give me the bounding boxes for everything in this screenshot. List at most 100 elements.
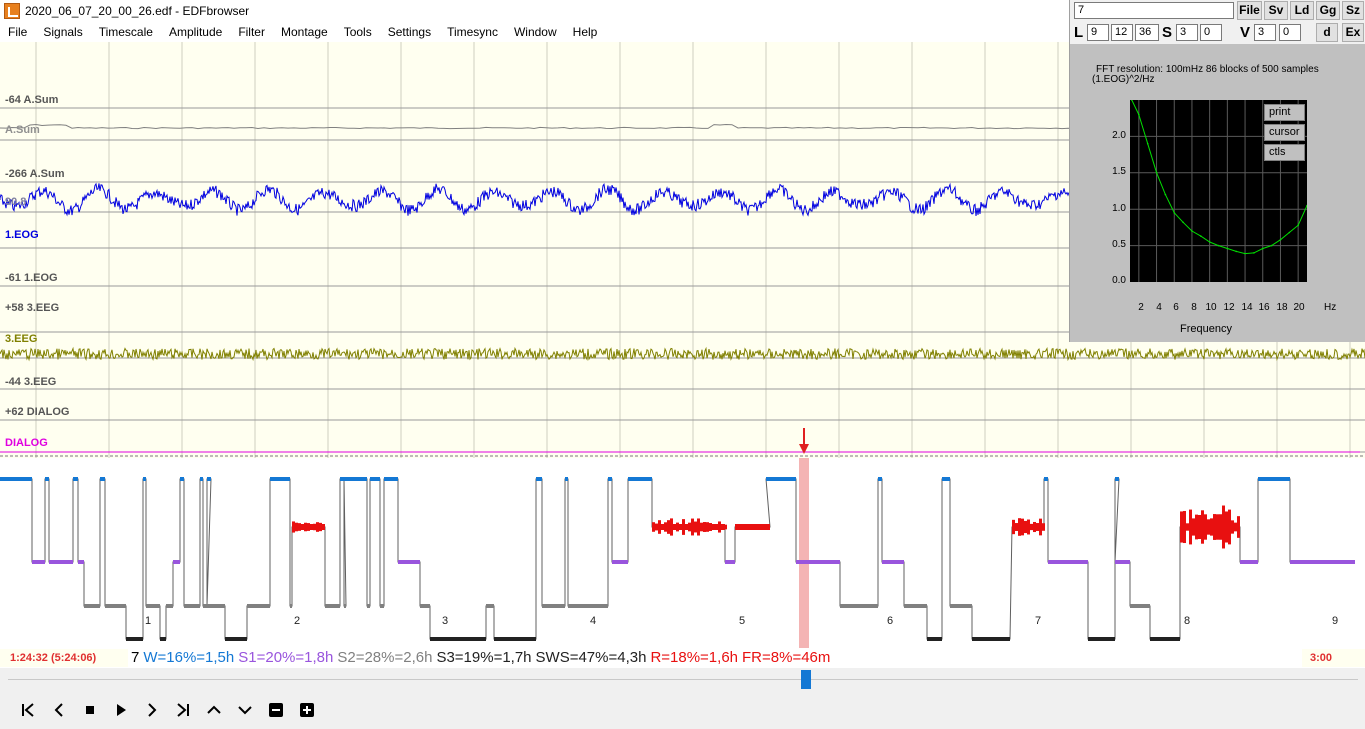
- stage-bar-s1: [78, 560, 84, 564]
- load-button[interactable]: Ld: [1290, 1, 1314, 20]
- rem-density-bar: [1195, 514, 1198, 540]
- scroll-down-button[interactable]: [229, 694, 260, 725]
- fft-power-point: [1173, 212, 1176, 214]
- l-value-2[interactable]: 12: [1111, 24, 1133, 41]
- hypnogram[interactable]: 1 2 3 4 5 6 7 8 9: [0, 458, 1365, 648]
- rem-density-bar: [715, 524, 718, 530]
- x-tick-2: 2: [1138, 302, 1144, 313]
- zoom-out-button[interactable]: [260, 694, 291, 725]
- asum-label[interactable]: A.Sum: [5, 124, 40, 136]
- rem-density-bar: [295, 522, 298, 532]
- fft-power-point: [1146, 142, 1149, 145]
- next-button[interactable]: [136, 694, 167, 725]
- stats-wake: W=16%=1,5h: [143, 649, 235, 666]
- x-unit-label: Hz: [1324, 302, 1337, 313]
- l-value-1[interactable]: 9: [1087, 24, 1109, 41]
- fft-power-point: [1244, 252, 1246, 255]
- previous-button[interactable]: [43, 694, 74, 725]
- stage-bar-s2: [367, 604, 370, 608]
- rem-density-bar: [1012, 519, 1015, 535]
- fft-power-point: [1235, 250, 1237, 253]
- rem-density-bar: [292, 521, 295, 533]
- stage-bar-s2: [486, 604, 494, 608]
- stage-bar-s2: [420, 604, 430, 608]
- dialog-label[interactable]: DIALOG: [5, 437, 48, 449]
- rem-density-bar: [676, 522, 679, 532]
- stage-bar-w: [628, 477, 652, 481]
- search-input[interactable]: 7: [1074, 2, 1234, 19]
- stage-bar-s2: [184, 604, 200, 608]
- rem-density-bar: [1018, 518, 1021, 536]
- asum-offset-label: -64 A.Sum: [5, 94, 59, 106]
- fft-power-point: [1288, 231, 1291, 234]
- menu-montage[interactable]: Montage: [280, 25, 328, 39]
- stats-s2: S2=28%=2,6h: [337, 649, 433, 666]
- rem-density-bar: [1219, 514, 1222, 540]
- eog-label[interactable]: 1.EOG: [5, 229, 39, 241]
- menu-timescale[interactable]: Timescale: [98, 25, 153, 39]
- v-value-1[interactable]: 3: [1254, 24, 1276, 41]
- hypnogram-line: [0, 478, 1355, 640]
- menu-amplitude[interactable]: Amplitude: [168, 25, 223, 39]
- x-tick-18: 18: [1276, 302, 1288, 313]
- print-button[interactable]: print: [1264, 104, 1305, 121]
- stage-bar-s2: [950, 604, 972, 608]
- stage-bar-w: [0, 477, 32, 481]
- last-page-button[interactable]: [167, 694, 198, 725]
- hour-tick-7: 7: [1035, 615, 1042, 627]
- navigation-toolbar: [0, 690, 1365, 729]
- ctls-button[interactable]: ctls: [1264, 144, 1305, 161]
- menu-help[interactable]: Help: [572, 25, 598, 39]
- hour-tick-1: 1: [145, 615, 152, 627]
- menu-settings[interactable]: Settings: [387, 25, 432, 39]
- stage-bar-s1: [1115, 560, 1130, 564]
- scroll-up-button[interactable]: [198, 694, 229, 725]
- scrollbar-track[interactable]: [8, 679, 1358, 680]
- time-scrollbar[interactable]: [0, 668, 1365, 690]
- s-value-2[interactable]: 0: [1200, 24, 1222, 41]
- hour-tick-8: 8: [1184, 615, 1191, 627]
- d-button[interactable]: d: [1316, 23, 1338, 42]
- file-button[interactable]: File: [1237, 1, 1262, 20]
- fft-power-point: [1138, 113, 1140, 116]
- menu-window[interactable]: Window: [513, 25, 557, 39]
- menu-file[interactable]: File: [8, 25, 28, 39]
- l-value-3[interactable]: 36: [1135, 24, 1159, 41]
- stage-bar-s3: [927, 637, 942, 641]
- size-button[interactable]: Sz: [1342, 1, 1364, 20]
- cursor-button[interactable]: cursor: [1264, 124, 1305, 141]
- scrollbar-handle[interactable]: [801, 670, 811, 689]
- menu-timesync[interactable]: Timesync: [447, 25, 498, 39]
- stage-bar-s3: [126, 637, 143, 641]
- stage-bar-s2: [207, 604, 225, 608]
- gg-button[interactable]: Gg: [1316, 1, 1340, 20]
- exit-button[interactable]: Ex: [1342, 23, 1364, 42]
- menu-filter[interactable]: Filter: [238, 25, 265, 39]
- hypnogram-plot: [0, 458, 1355, 648]
- fft-power-point: [1279, 239, 1282, 241]
- rem-density-bar: [685, 524, 688, 530]
- stage-bar-s2: [542, 604, 565, 608]
- stop-button[interactable]: [74, 694, 105, 725]
- v-value-2[interactable]: 0: [1279, 24, 1301, 41]
- first-page-button[interactable]: [12, 694, 43, 725]
- menu-signals[interactable]: Signals: [43, 25, 83, 39]
- fft-plot[interactable]: print cursor ctls: [1130, 99, 1308, 282]
- fft-unit-label: (1.EOG)^2/Hz: [1092, 74, 1155, 85]
- zoom-in-button[interactable]: [291, 694, 322, 725]
- fft-power-point: [1297, 224, 1299, 226]
- play-button[interactable]: [105, 694, 136, 725]
- menu-tools[interactable]: Tools: [343, 25, 372, 39]
- rem-density-bar: [673, 524, 676, 530]
- save-button[interactable]: Sv: [1264, 1, 1288, 20]
- eog-value-label: 90.8: [5, 196, 27, 208]
- s-value-1[interactable]: 3: [1176, 24, 1198, 41]
- rem-density-bar: [688, 522, 691, 532]
- stats-s1: S1=20%=1,8h: [238, 649, 334, 666]
- stage-bar-w: [207, 477, 211, 481]
- rem-density-bar: [1207, 519, 1210, 535]
- eeg-label[interactable]: 3.EEG: [5, 333, 38, 345]
- rem-density-bar: [301, 524, 304, 530]
- stage-bar-w: [370, 477, 380, 481]
- sleep-stats-row: 1:24:32 (5:24:06) 7 W=16%=1,5h S1=20%=1,8h…: [0, 648, 1365, 668]
